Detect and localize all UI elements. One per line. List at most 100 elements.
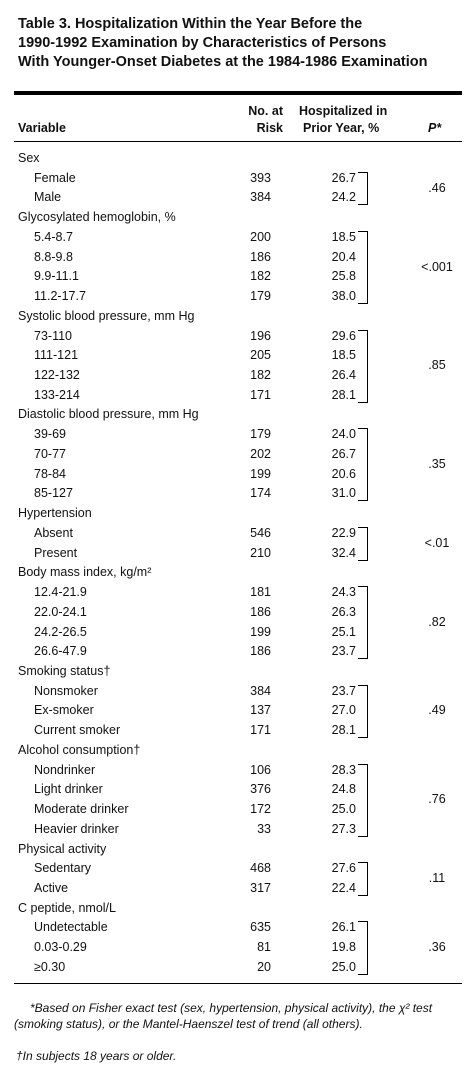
row-label: Moderate drinker	[34, 802, 129, 817]
row-label: 73-110	[34, 328, 72, 343]
row-label: 12.4-21.9	[34, 585, 87, 600]
row-label: 26.6-47.9	[34, 644, 87, 659]
row-label: Ex-smoker	[34, 703, 94, 718]
row-pct: 28.1	[331, 387, 356, 402]
title-line: Table 3. Hospitalization Within the Year…	[18, 16, 363, 32]
p-value: .36	[428, 940, 446, 955]
title-line: With Younger-Onset Diabetes at the 1984-…	[18, 54, 428, 70]
group-label: Alcohol consumption†	[18, 742, 141, 757]
bracket	[358, 684, 368, 739]
row-pct: 26.3	[331, 604, 356, 619]
row-n: 171	[250, 387, 271, 402]
row-pct: 24.3	[331, 585, 356, 600]
row-label: Male	[34, 190, 62, 205]
group-label: Diastolic blood pressure, mm Hg	[18, 407, 199, 422]
bracket	[358, 526, 368, 561]
row-label: Nonsmoker	[34, 683, 98, 698]
row-pct: 26.7	[331, 170, 356, 185]
p-value: .49	[428, 703, 446, 718]
header-n: No. at	[248, 104, 283, 118]
row-pct: 20.6	[331, 466, 356, 481]
row-n: 196	[250, 328, 271, 343]
p-value: <.01	[424, 535, 450, 550]
row-label: 24.2-26.5	[34, 624, 87, 639]
row-n: 179	[250, 289, 271, 304]
row-label: ≥0.30	[34, 959, 66, 974]
header-n: Risk	[256, 121, 283, 135]
row-n: 20	[257, 959, 271, 974]
p-value: .46	[428, 180, 446, 195]
header-rule	[14, 141, 462, 142]
row-pct: 27.3	[331, 821, 356, 836]
row-label: Heavier drinker	[34, 821, 119, 836]
row-n: 186	[250, 249, 271, 264]
row-n: 468	[250, 861, 271, 876]
row-pct: 25.1	[331, 624, 356, 639]
row-label: 22.0-24.1	[34, 604, 87, 619]
bottom-rule	[14, 983, 462, 984]
p-value: .76	[428, 792, 446, 807]
row-pct: 24.2	[331, 190, 356, 205]
header-p: P*	[428, 121, 442, 135]
group-label: Glycosylated hemoglobin, %	[18, 210, 176, 225]
bracket	[358, 862, 368, 896]
p-value: <.001	[421, 259, 453, 274]
row-label: 111-121	[34, 348, 79, 363]
row-label: 0.03-0.29	[34, 940, 87, 955]
bracket	[358, 230, 368, 305]
row-n: 174	[250, 486, 271, 501]
bracket	[358, 428, 368, 502]
row-pct: 31.0	[331, 486, 356, 501]
row-label: Present	[34, 545, 78, 560]
row-pct: 23.7	[331, 644, 356, 659]
group-label: Physical activity	[18, 841, 107, 856]
row-label: 39-69	[34, 427, 66, 442]
footnote: *Based on Fisher exact test (sex, hypert…	[14, 1001, 433, 1031]
bracket	[358, 329, 368, 403]
row-n: 200	[250, 229, 271, 244]
row-label: 133-214	[34, 387, 80, 402]
row-n: 202	[250, 446, 271, 461]
row-pct: 25.8	[331, 269, 356, 284]
row-label: 122-132	[34, 368, 80, 383]
row-label: 11.2-17.7	[34, 289, 86, 304]
group-label: Sex	[18, 151, 40, 165]
row-n: 172	[250, 802, 271, 817]
row-pct: 24.8	[331, 782, 356, 797]
title-line: 1990-1992 Examination by Characteristics…	[18, 35, 387, 51]
row-n: 182	[250, 368, 271, 383]
row-pct: 18.5	[331, 348, 356, 363]
row-n: 384	[250, 190, 271, 205]
row-n: 137	[250, 703, 271, 718]
group-label: Smoking status†	[18, 663, 111, 678]
row-pct: 25.0	[331, 959, 356, 974]
row-label: Light drinker	[34, 782, 103, 797]
row-pct: 26.7	[331, 446, 356, 461]
footnote: †In subjects 18 years or older.	[16, 1049, 177, 1063]
header-variable: Variable	[18, 121, 66, 135]
row-pct: 32.4	[331, 545, 356, 560]
row-label: Undetectable	[34, 920, 108, 935]
group-label: C peptide, nmol/L	[18, 900, 116, 915]
row-pct: 28.3	[331, 762, 356, 777]
row-pct: 28.1	[331, 723, 356, 738]
bracket	[358, 921, 368, 975]
row-n: 186	[250, 604, 271, 619]
p-value: .11	[428, 871, 446, 886]
top-rule	[14, 91, 462, 95]
row-n: 205	[250, 348, 271, 363]
row-n: 106	[250, 762, 271, 777]
row-label: Absent	[34, 525, 73, 540]
row-n: 171	[250, 723, 271, 738]
row-pct: 20.4	[331, 249, 356, 264]
row-pct: 27.6	[331, 861, 356, 876]
bracket	[358, 171, 368, 206]
row-pct: 19.8	[331, 940, 356, 955]
p-value: .35	[428, 456, 446, 471]
row-n: 182	[250, 269, 271, 284]
p-value: .82	[428, 614, 446, 629]
row-n: 81	[257, 940, 271, 955]
bracket	[358, 586, 368, 660]
row-n: 199	[250, 466, 271, 481]
row-pct: 22.4	[331, 881, 356, 895]
